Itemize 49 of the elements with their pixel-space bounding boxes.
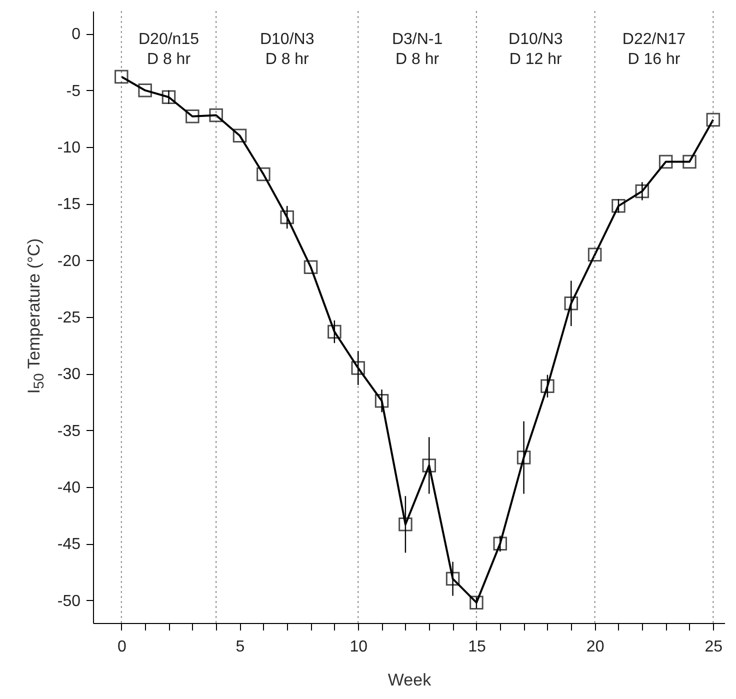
y-tick-label: -40 — [57, 480, 81, 496]
point — [658, 154, 673, 169]
y-tick-label: -45 — [57, 536, 81, 554]
point — [422, 458, 436, 472]
point — [470, 596, 484, 610]
point — [328, 324, 342, 339]
y-tick-label: -25 — [57, 310, 81, 326]
point — [162, 90, 176, 104]
x-tick-label: 20 — [586, 638, 604, 656]
x-tick-label: 0 — [117, 638, 126, 656]
point — [138, 83, 152, 98]
point — [114, 70, 128, 84]
y-tick-label: -20 — [57, 252, 81, 270]
annotation: D22/N17 D 16 hr — [622, 31, 686, 68]
y-tick-label: -30 — [57, 366, 81, 384]
point — [564, 296, 578, 310]
annotation: D20/n15 D 8 hr — [138, 31, 200, 68]
point — [351, 361, 365, 375]
point — [706, 112, 720, 127]
point — [516, 450, 531, 464]
x-tick-label: 15 — [468, 638, 486, 656]
x-axis-title: Week — [388, 670, 432, 690]
point — [446, 572, 460, 586]
point — [588, 248, 602, 262]
point — [493, 536, 508, 551]
y-tick-label: -50 — [57, 592, 81, 610]
point — [280, 210, 294, 224]
point — [374, 394, 389, 408]
point — [186, 110, 200, 124]
x-tick-label: 10 — [350, 638, 368, 656]
annotation: D10/N3 D 12 hr — [508, 31, 563, 68]
x-tick-label: 25 — [704, 638, 723, 656]
y-tick-label: 0 — [72, 26, 81, 44]
y-tick-label: -10 — [57, 140, 81, 156]
y-tick-label: -15 — [57, 196, 81, 214]
point — [635, 184, 650, 198]
point — [398, 518, 412, 532]
point — [256, 167, 270, 182]
point — [209, 108, 223, 122]
annotation: D3/N-1 D 8 hr — [392, 31, 443, 68]
point — [682, 154, 696, 169]
point — [612, 199, 626, 213]
y-tick-label: -5 — [66, 82, 81, 100]
point — [232, 128, 247, 143]
annotation: D10/N3 D 8 hr — [260, 31, 314, 68]
point — [304, 260, 318, 274]
y-tick-label: -35 — [57, 422, 81, 440]
point — [540, 379, 554, 394]
x-tick-label: 5 — [236, 638, 245, 656]
